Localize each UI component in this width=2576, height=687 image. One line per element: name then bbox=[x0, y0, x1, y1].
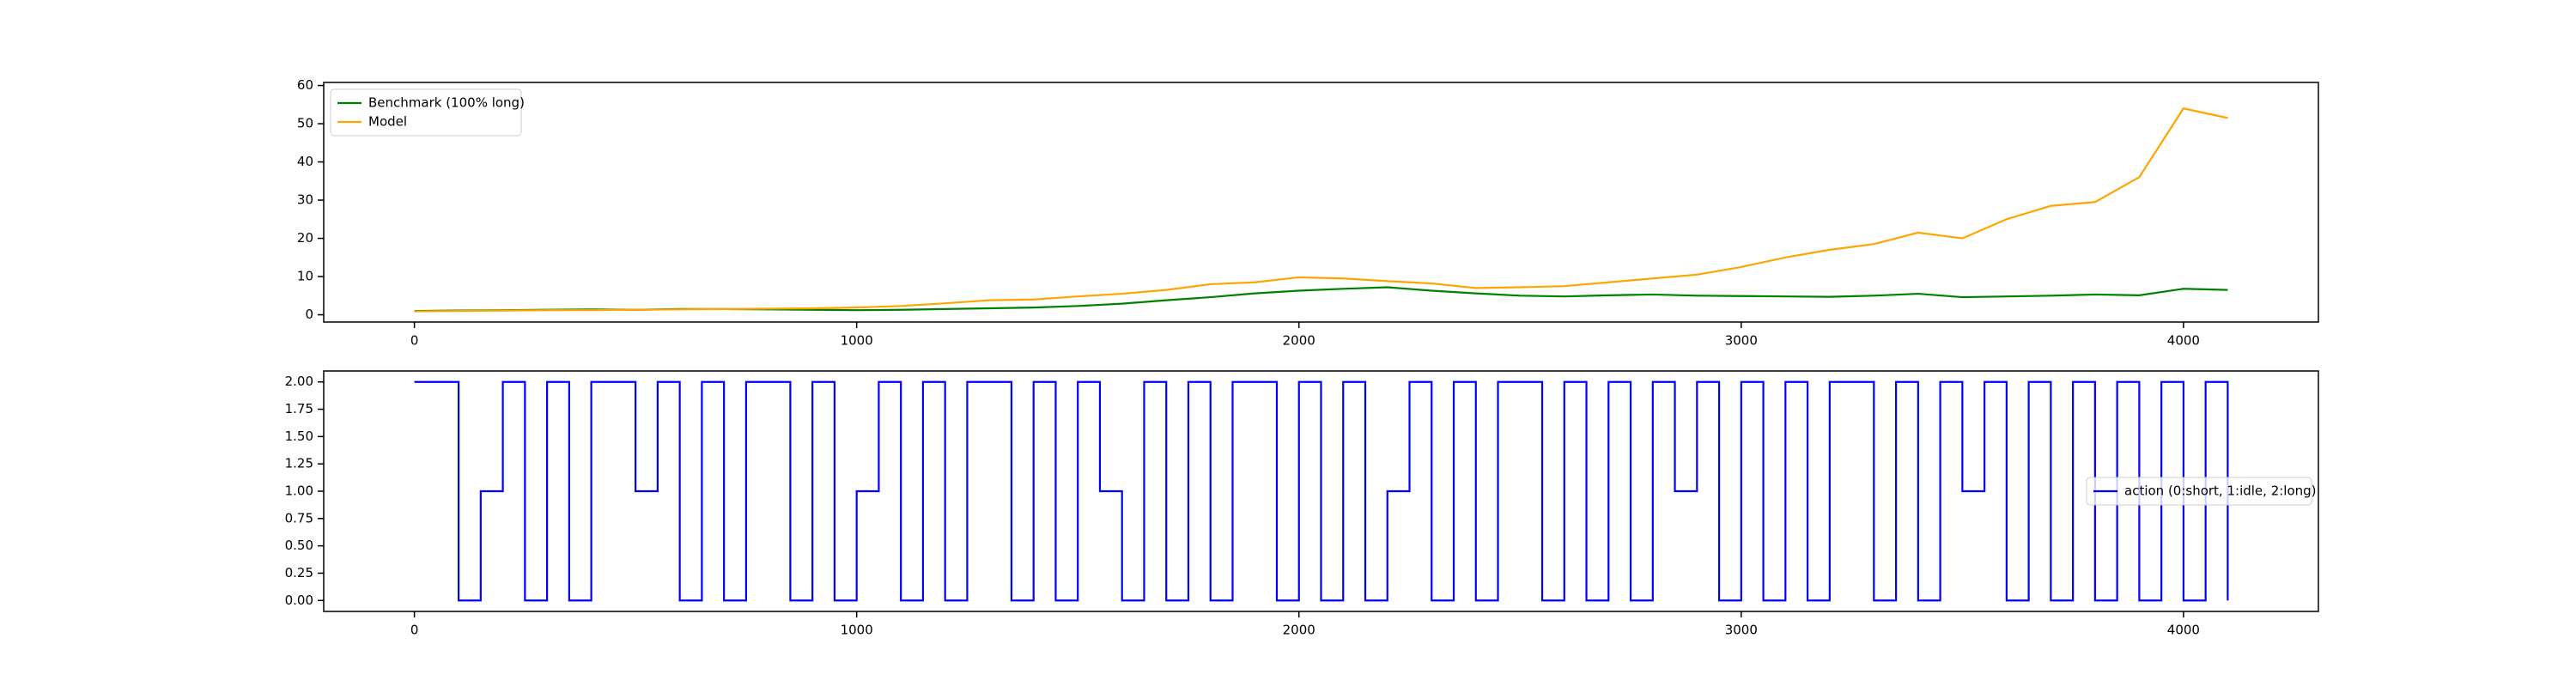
series-line bbox=[414, 107, 2228, 313]
y-tick-label: 2.00 bbox=[285, 374, 313, 389]
y-tick-label: 60 bbox=[297, 77, 313, 93]
legend-box bbox=[2086, 477, 2312, 506]
y-tick-label: 0.25 bbox=[285, 565, 313, 581]
y-tick-label: 0.50 bbox=[285, 538, 313, 553]
x-tick-label: 2000 bbox=[1283, 333, 1315, 349]
x-tick-label: 0 bbox=[410, 623, 419, 638]
y-tick-label: 0 bbox=[305, 307, 313, 322]
x-tick-label: 0 bbox=[410, 333, 419, 349]
y-tick-label: 30 bbox=[297, 192, 313, 208]
series-line bbox=[414, 286, 2228, 313]
y-tick-label: 1.50 bbox=[285, 429, 313, 444]
x-tick-label: 3000 bbox=[1725, 333, 1758, 349]
x-tick-label: 1000 bbox=[841, 333, 873, 349]
x-tick-label: 1000 bbox=[841, 623, 873, 638]
y-tick-label: 1.25 bbox=[285, 456, 313, 471]
y-tick-label: 0.75 bbox=[285, 510, 313, 526]
y-tick-label: 10 bbox=[297, 269, 313, 284]
x-tick-label: 2000 bbox=[1283, 623, 1315, 638]
axes-frame bbox=[323, 370, 2319, 612]
legend-label: action (0:short, 1:idle, 2:long) bbox=[2124, 483, 2317, 499]
legend-box bbox=[330, 88, 522, 137]
legend-label: Model bbox=[368, 114, 407, 130]
y-tick-label: 1.00 bbox=[285, 483, 313, 499]
y-tick-label: 50 bbox=[297, 116, 313, 131]
legend-label: Benchmark (100% long) bbox=[368, 95, 525, 111]
y-tick-label: 40 bbox=[297, 154, 313, 169]
series-line bbox=[414, 380, 2229, 602]
x-tick-label: 4000 bbox=[2167, 333, 2200, 349]
y-tick-label: 20 bbox=[297, 230, 313, 246]
y-tick-label: 0.00 bbox=[285, 593, 313, 608]
x-tick-label: 3000 bbox=[1725, 623, 1758, 638]
y-tick-label: 1.75 bbox=[285, 401, 313, 416]
axes-frame bbox=[323, 82, 2319, 323]
x-tick-label: 4000 bbox=[2167, 623, 2200, 638]
